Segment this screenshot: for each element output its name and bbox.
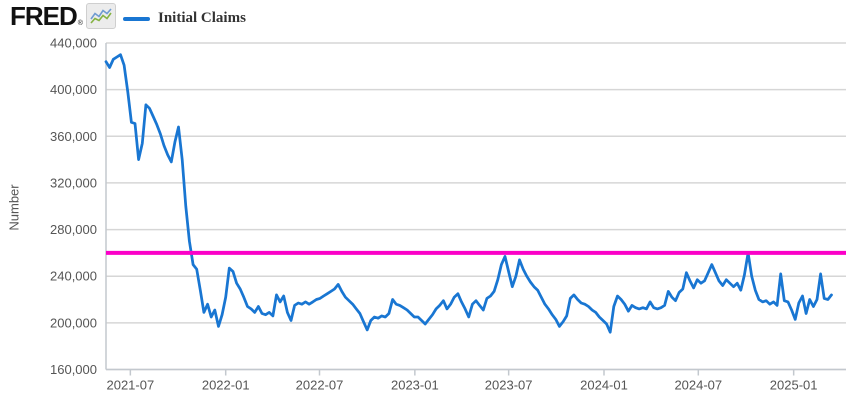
x-tick-label: 2022-07 [296, 378, 344, 393]
registered-trademark: ® [77, 20, 83, 27]
axes [105, 43, 846, 371]
fred-sparkline-badge [85, 3, 116, 29]
x-tick-label: 2024-01 [580, 378, 628, 393]
y-tick-label: 440,000 [50, 36, 97, 51]
legend-item-initial-claims[interactable]: Initial Claims [123, 10, 246, 27]
y-tick-label: 360,000 [50, 129, 97, 144]
fred-logo[interactable]: FRED ® [10, 3, 116, 29]
y-tick-label: 240,000 [50, 269, 97, 284]
x-tick-labels: 2021-07 2022-01 2022-07 2023-01 2023-07 2024-… [106, 369, 818, 393]
fred-logo-text: FRED [10, 1, 78, 31]
y-gridlines [106, 42, 846, 371]
legend-line-swatch [123, 16, 150, 21]
y-tick-label: 160,000 [50, 362, 97, 377]
y-tick-label: 200,000 [50, 315, 97, 330]
legend-label: Initial Claims [158, 10, 246, 26]
x-tick-label: 2022-01 [202, 378, 250, 393]
x-tick-label: 2023-01 [391, 378, 439, 393]
y-tick-label: 280,000 [50, 222, 97, 237]
y-tick-label: 400,000 [50, 82, 97, 97]
y-tick-labels: 440,000 400,000 360,000 320,000 280,000 240,0… [50, 36, 97, 378]
x-tick-label: 2025-01 [770, 378, 818, 393]
x-tick-label: 2024-07 [674, 378, 722, 393]
initial-claims-line [104, 53, 833, 334]
y-tick-label: 320,000 [50, 175, 97, 190]
x-tick-label: 2021-07 [106, 378, 154, 393]
x-tick-label: 2023-07 [485, 378, 533, 393]
sparkline-icon [90, 8, 112, 24]
